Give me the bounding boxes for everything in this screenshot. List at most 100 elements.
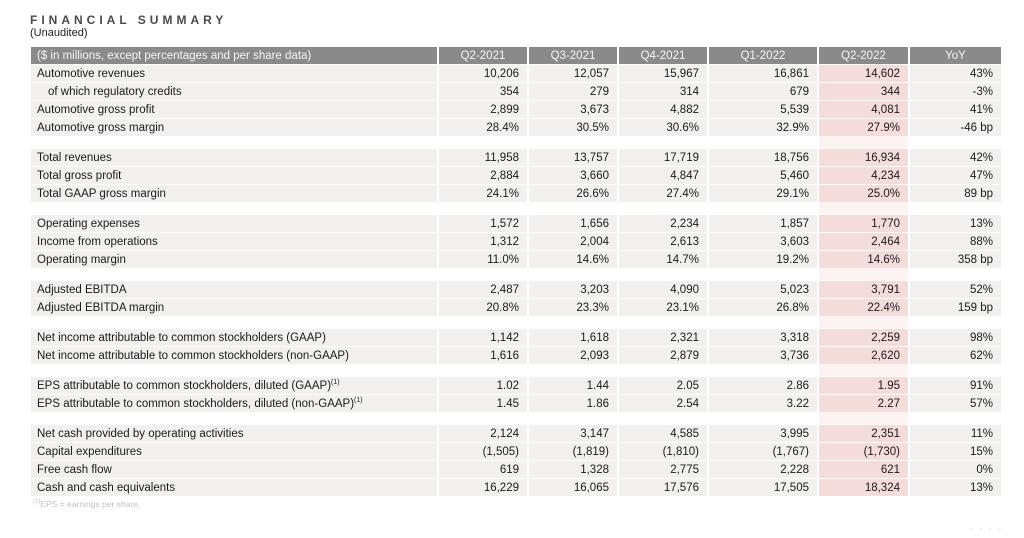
table-row: Automotive revenues 10,206 12,057 15,967 16,… — [31, 64, 1001, 83]
row-label: Total gross profit — [31, 166, 438, 185]
cell-yoy: 13% — [908, 214, 1001, 233]
cell-yoy: 47% — [908, 166, 1001, 185]
cell-q3-2021: 3,660 — [527, 166, 618, 185]
cell-q2-2022: 14,602 — [817, 64, 909, 83]
footnote-reference: (1) — [331, 378, 340, 386]
spacer-cell — [817, 202, 909, 215]
cell-q4-2021: 14.7% — [617, 250, 708, 268]
spacer-cell — [817, 364, 909, 377]
spacer-cell — [707, 202, 818, 215]
footnote: (1)EPS = earnings per share. — [30, 499, 1000, 509]
spacer-cell — [437, 316, 528, 329]
cell-q4-2021: 2,775 — [617, 460, 708, 479]
cell-q4-2021: 4,585 — [617, 424, 708, 443]
spacer-cell — [527, 316, 618, 329]
spacer-cell — [617, 136, 708, 149]
spacer-cell — [908, 364, 1001, 377]
cell-q3-2021: 1.86 — [527, 394, 618, 412]
cell-q2-2022: 2,464 — [817, 232, 909, 251]
row-label: Income from operations — [31, 232, 438, 251]
table-row: Adjusted EBITDA 2,487 3,203 4,090 5,023 3,791… — [31, 280, 1001, 299]
table-row: Cash and cash equivalents 16,229 16,065 17,… — [31, 478, 1001, 496]
cell-q2-2021: 11,958 — [437, 148, 528, 167]
cell-q2-2021: 1,312 — [437, 232, 528, 251]
spacer-cell — [30, 136, 438, 149]
cell-q2-2022: 14.6% — [817, 250, 909, 268]
spacer-cell — [817, 412, 909, 425]
cell-q2-2022: 4,234 — [817, 166, 909, 185]
row-label: Total GAAP gross margin — [31, 184, 438, 202]
cell-q4-2021: 2,613 — [617, 232, 708, 251]
column-header-q4-2021: Q4-2021 — [617, 47, 708, 65]
column-header-q2-2021: Q2-2021 — [437, 47, 528, 65]
spacer-cell — [707, 364, 818, 377]
cell-q2-2022: 1,770 — [817, 214, 909, 233]
cell-yoy: 159 bp — [908, 298, 1001, 316]
row-label: EPS attributable to common stockholders,… — [31, 394, 438, 412]
page-subtitle: (Unaudited) — [30, 27, 88, 39]
cell-q1-2022: 3,995 — [707, 424, 818, 443]
cell-q2-2021: 2,884 — [437, 166, 528, 185]
cell-q1-2022: 29.1% — [707, 184, 818, 202]
cell-yoy: 89 bp — [908, 184, 1001, 202]
cell-q1-2022: 1,857 — [707, 214, 818, 233]
cell-q2-2021: 1,616 — [437, 346, 528, 364]
table-row: Capital expenditures (1,505) (1,819) (1,810… — [31, 442, 1001, 461]
row-label: Adjusted EBITDA — [31, 280, 438, 299]
table-row: Automotive gross profit 2,899 3,673 4,882 5,… — [31, 100, 1001, 119]
table-row: Total gross profit 2,884 3,660 4,847 5,460 4,… — [31, 166, 1001, 185]
table-row: of which regulatory credits 354 279 314 679 3… — [31, 82, 1001, 101]
cell-q3-2021: 26.6% — [527, 184, 618, 202]
spacer-cell — [908, 202, 1001, 215]
header-row: ($ in millions, except percentages and p… — [31, 47, 1001, 65]
cell-q2-2021: 1.45 — [437, 394, 528, 412]
table-row: Net cash provided by operating activitie… — [31, 424, 1001, 443]
row-label: Total revenues — [31, 148, 438, 167]
cell-q1-2022: 3,318 — [707, 328, 818, 347]
cell-q3-2021: 1,656 — [527, 214, 618, 233]
cell-q1-2022: 5,460 — [707, 166, 818, 185]
spacer-cell — [437, 136, 528, 149]
cell-yoy: 57% — [908, 394, 1001, 412]
cell-q1-2022: 18,756 — [707, 148, 818, 167]
cell-q2-2021: 16,229 — [437, 478, 528, 496]
cell-yoy: 88% — [908, 232, 1001, 251]
cell-q4-2021: 2,234 — [617, 214, 708, 233]
row-label: Cash and cash equivalents — [31, 478, 438, 496]
cell-q3-2021: 279 — [527, 82, 618, 101]
cell-q1-2022: 3.22 — [707, 394, 818, 412]
row-label: Net income attributable to common stockh… — [31, 328, 438, 347]
column-header-yoy: YoY — [908, 47, 1001, 65]
spacer-cell — [437, 412, 528, 425]
spacer-cell — [707, 268, 818, 281]
spacer-cell — [617, 364, 708, 377]
cell-q2-2021: 28.4% — [437, 118, 528, 136]
page-title: FINANCIAL SUMMARY — [30, 13, 228, 27]
cell-q2-2022: 4,081 — [817, 100, 909, 119]
table-body: Automotive revenues 10,206 12,057 15,967 16,… — [30, 64, 1001, 496]
cell-q4-2021: 17,576 — [617, 478, 708, 496]
spacer-cell — [527, 136, 618, 149]
cell-q2-2021: 619 — [437, 460, 528, 479]
spacer-cell — [617, 268, 708, 281]
cell-q2-2022: 25.0% — [817, 184, 909, 202]
cell-q2-2022: 1.95 — [817, 376, 909, 395]
cell-q1-2022: 679 — [707, 82, 818, 101]
row-label: Free cash flow — [31, 460, 438, 479]
column-header-q1-2022: Q1-2022 — [707, 47, 818, 65]
cell-q4-2021: 4,090 — [617, 280, 708, 299]
row-label: Net cash provided by operating activitie… — [31, 424, 438, 443]
table-row: Operating margin 11.0% 14.6% 14.7% 19.2% 14.6… — [31, 250, 1001, 268]
cell-q2-2021: 20.8% — [437, 298, 528, 316]
cell-q1-2022: 32.9% — [707, 118, 818, 136]
cell-q2-2022: 621 — [817, 460, 909, 479]
cell-q4-2021: 17,719 — [617, 148, 708, 167]
spacer-cell — [617, 412, 708, 425]
cell-q4-2021: 4,847 — [617, 166, 708, 185]
cell-yoy: 41% — [908, 100, 1001, 119]
footnote-marker: (1) — [33, 499, 41, 506]
column-header-q2-2022: Q2-2022 — [817, 47, 909, 65]
cell-q3-2021: 2,004 — [527, 232, 618, 251]
cell-q3-2021: 12,057 — [527, 64, 618, 83]
